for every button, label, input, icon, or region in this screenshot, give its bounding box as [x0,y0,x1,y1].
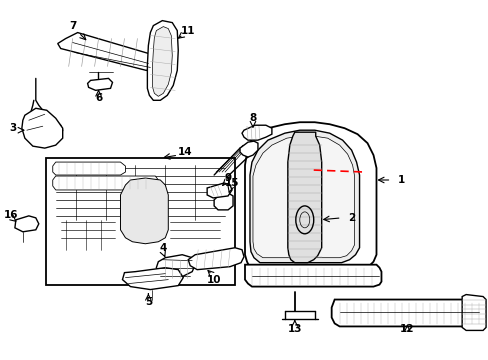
Polygon shape [122,268,183,289]
Polygon shape [249,130,359,263]
Polygon shape [22,108,62,148]
Text: 2: 2 [347,213,354,223]
Polygon shape [188,248,244,270]
Polygon shape [53,162,125,175]
Polygon shape [120,178,168,244]
Text: 7: 7 [69,21,76,31]
Text: 1: 1 [397,175,404,185]
Polygon shape [58,32,158,71]
Polygon shape [461,294,485,330]
Polygon shape [287,132,321,263]
Text: 11: 11 [181,26,195,36]
Polygon shape [240,141,258,157]
Text: 13: 13 [287,324,302,334]
Text: 15: 15 [224,178,239,188]
Polygon shape [53,176,158,190]
Text: 10: 10 [206,275,221,285]
Text: 12: 12 [399,324,414,334]
Polygon shape [244,122,376,272]
Text: 6: 6 [95,93,102,103]
Polygon shape [252,136,354,258]
Text: 5: 5 [144,297,152,306]
Polygon shape [242,125,271,140]
Text: 16: 16 [3,210,18,220]
Polygon shape [15,216,39,232]
Polygon shape [156,255,195,280]
Text: 3: 3 [9,123,17,133]
Polygon shape [152,27,172,96]
Text: 4: 4 [159,243,167,253]
Text: 9: 9 [224,173,231,183]
Polygon shape [147,21,178,100]
Text: 14: 14 [178,147,192,157]
Polygon shape [87,78,112,90]
Text: 8: 8 [249,113,256,123]
Polygon shape [244,265,381,287]
Polygon shape [214,193,233,210]
Polygon shape [331,300,484,327]
Polygon shape [207,183,232,198]
Bar [46,158,235,285]
